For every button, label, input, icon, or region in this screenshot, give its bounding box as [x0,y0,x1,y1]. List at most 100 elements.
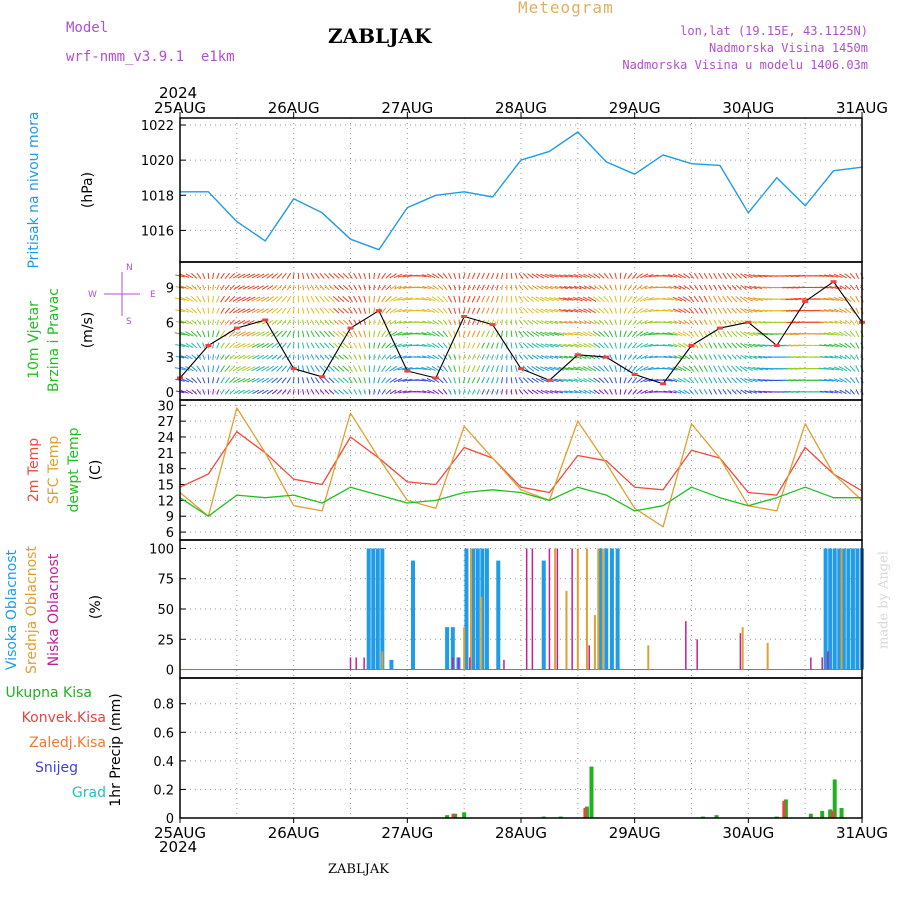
wind-barb [698,354,703,360]
wind-barb [389,365,398,372]
wind-barb [619,295,622,303]
wind-barb [578,308,587,313]
wind-barb [593,307,601,314]
wind-barb [490,295,495,303]
wind-barb [242,273,251,279]
wind-barb [363,330,367,338]
cloud-bar-0 [850,548,855,670]
cloud-bar-2 [363,657,365,670]
wind-barb [573,366,583,371]
wind-barb [196,365,202,372]
wind-barb [598,284,605,291]
cloud-bar-0 [380,548,385,670]
wind-barb [603,319,609,326]
wind-barb [237,331,246,337]
wind-barb [839,389,847,395]
wind-barb [672,343,682,348]
wind-barb [683,389,691,395]
wind-barb [527,285,534,291]
wind-barb [302,307,305,314]
wind-speed-marker [375,309,382,313]
wind-barb [844,389,851,395]
wind-barb [389,319,397,325]
coords-label: lon,lat (19.15E, 43.1125N) [680,24,868,38]
wind-barb [216,377,220,384]
wind-barb [196,319,202,326]
wind-barb [603,330,610,338]
cloud-bar-0 [411,560,416,670]
wind-barb [587,365,597,372]
wind-barb [539,366,550,372]
cloud-bar-1 [647,645,650,670]
wind-barb [271,285,278,291]
wind-barb [342,284,349,291]
wind-barb [785,332,797,335]
wind-barb [261,285,269,290]
wind-barb [271,377,279,384]
wind-barb [568,378,578,382]
wind-barb [228,295,236,303]
wind-barb [377,354,381,360]
wind-barb [458,330,461,338]
wind-barb [471,330,476,338]
bottom-date-label: 25AUG [154,824,206,842]
wind-barb [389,354,397,360]
cloud-ytick-label: 0 [166,664,174,679]
wind-barb [635,377,643,383]
wind-barb [627,319,633,326]
wind-barb [185,308,194,314]
wind-barb [677,331,687,337]
wind-barb [212,295,215,303]
wind-barb [426,273,436,279]
wind-barb [593,273,601,279]
wind-barb [518,295,524,303]
wind-barb [713,284,718,291]
wind-barb [237,389,246,395]
wind-barb [348,330,353,338]
wind-barb [397,378,408,382]
wind-barb [185,331,194,337]
wind-barb [791,356,801,359]
wind-barb [554,343,564,348]
wind-barb [241,296,251,302]
wind-barb [458,319,461,326]
wind-barb [731,330,738,338]
compass-n-label: N [126,263,133,273]
wind-barb [373,284,375,291]
wind-barb [824,274,834,278]
wind-barb [373,377,376,384]
wind-barb [583,320,592,325]
wind-barb [453,377,457,384]
wind-barb [527,319,534,325]
wind-barb [458,272,461,279]
wind-barb [544,331,555,337]
wind-barb [467,295,471,303]
wind-barb [486,307,490,314]
wind-barb [545,390,554,394]
wind-barb [717,284,722,291]
wind-barb [850,284,855,291]
wind-barb [486,354,490,360]
wind-barb [437,296,444,303]
wind-barb [844,319,851,325]
wind-barb [598,389,605,395]
wind-barb [694,389,699,395]
wind-barb [614,284,617,291]
wind-barb [453,389,456,395]
wind-barb [458,365,461,373]
wind-barb [578,389,587,394]
wind-barb [292,307,295,314]
wind-barb [202,284,206,291]
wind-barb [416,332,427,336]
wind-barb [740,342,748,349]
wind-barb [337,307,345,314]
wind-barb [338,354,344,360]
wind-unit-label: (m/s) [80,312,96,349]
wind-barb [839,354,847,360]
wind-barb [385,365,392,372]
wind-barb [643,366,654,371]
wind-barb [515,319,518,326]
wind-barb [558,343,569,348]
wind-barb [422,390,431,394]
wind-barb [501,389,503,395]
